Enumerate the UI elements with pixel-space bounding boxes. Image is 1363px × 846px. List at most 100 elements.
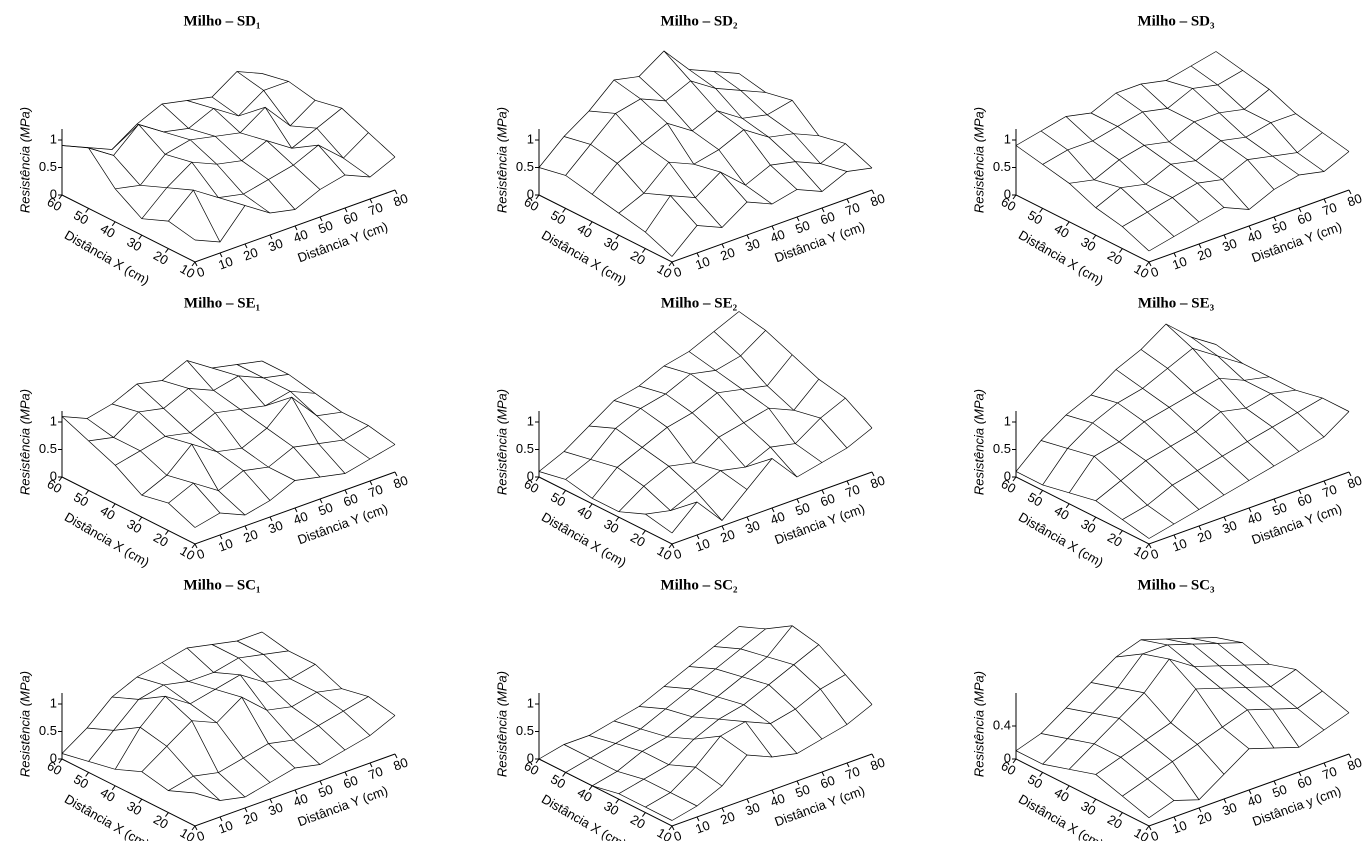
z-tick-label: 1 [527,413,534,428]
y-tick-label: 30 [1220,235,1239,254]
surface-row [168,133,368,222]
y-tick-label: 50 [316,781,335,800]
y-tick-label: 80 [391,190,410,209]
x-tick-label: 40 [1052,221,1072,241]
y-tick-label: 70 [843,763,862,782]
y-tick-label: 40 [291,508,310,527]
surface-column [137,677,270,783]
x-tick-label: 10 [655,261,675,281]
surface-row [1122,691,1322,796]
y-tick-label: 60 [341,208,360,227]
surface-column [664,366,797,477]
surface-column [112,696,245,797]
surface-row [142,397,342,495]
y-tick-label: 70 [843,481,862,500]
surface-row [592,100,792,194]
chart-title: Milho – SD₁ [183,13,260,29]
x-tick-label: 40 [98,785,118,805]
y-tick-label: 0 [195,264,207,281]
surface-column [262,361,395,445]
surface-row [592,626,792,786]
y-tick-label: 40 [291,226,310,245]
z-tick-label: 0.5 [39,159,57,174]
y-tick-label: 30 [1220,799,1239,818]
y-tick-label: 40 [1245,790,1264,809]
z-axis-label: Resistência (MPa) [494,107,509,213]
y-axis-label: Distância Y (cm) [295,219,389,266]
z-tick-label: 0.5 [993,159,1011,174]
y-tick-label: 30 [266,517,285,536]
surface-row [62,72,262,150]
surface-row [1069,377,1269,493]
surface-column [1066,117,1199,223]
surface-row [566,330,766,479]
surface-column [187,361,320,478]
y-tick-label: 0 [195,546,207,563]
y-tick-label: 70 [366,481,385,500]
y-tick-label: 20 [718,244,737,263]
surface-column [162,104,295,210]
z-tick-label: 0.5 [516,159,534,174]
y-tick-label: 40 [291,790,310,809]
surface-column [112,404,245,515]
y-axis-label: Distância Y (cm) [1249,219,1343,266]
y-tick-label: 80 [391,754,410,773]
y-tick-label: 60 [1295,772,1314,791]
y-tick-label: 0 [672,828,684,841]
z-axis-label: Resistência (MPa) [17,389,32,495]
surface-column [1091,113,1224,208]
z-tick-label: 1 [527,695,534,710]
y-tick-label: 0 [1149,546,1161,563]
surface-row [645,675,845,808]
z-axis-label: Resistência (MPa) [971,389,986,495]
y-tick-label: 80 [1345,190,1363,209]
surface-column [614,80,747,202]
surface-row [592,355,792,499]
y-tick-label: 20 [718,526,737,545]
chart-title: Milho – SE₃ [1138,295,1215,311]
surface-column [212,645,345,751]
y-tick-label: 50 [1270,781,1289,800]
chart-title: Milho – SC₃ [1137,577,1215,593]
y-tick-label: 70 [1320,199,1339,218]
surface-column [162,381,295,481]
surface-column [564,137,697,226]
x-tick-label: 60 [522,476,542,496]
x-tick-label: 10 [178,543,198,563]
surface-row [1096,390,1296,501]
z-tick-label: 0.5 [39,441,57,456]
surface-row [115,664,315,769]
surface-column [1216,345,1349,412]
y-tick-label: 0 [672,264,684,281]
y-tick-label: 20 [241,808,260,827]
x-tick-label: 50 [71,207,91,227]
y-tick-label: 70 [843,199,862,218]
z-tick-label: 1 [1004,131,1011,146]
surface-row [619,379,819,512]
chart-title: Milho – SD₂ [660,13,738,29]
y-tick-label: 20 [1195,526,1214,545]
z-tick-label: 0.5 [516,441,534,456]
y-tick-label: 30 [743,517,762,536]
y-tick-label: 30 [743,235,762,254]
x-tick-label: 60 [522,194,542,214]
surface-column [212,97,345,175]
surface-row [1016,638,1216,751]
y-axis-label: Distância y (cm) [1250,783,1343,829]
y-tick-label: 0 [672,546,684,563]
y-axis-label: Distância Y (cm) [772,501,866,548]
y-tick-label: 0 [1149,264,1161,281]
y-axis-label: Distância Y (cm) [295,783,389,830]
surface-row [142,108,342,219]
x-tick-label: 30 [601,798,621,818]
z-tick-label: 1 [527,131,534,146]
surface-column [1216,638,1349,713]
z-axis-label: Resistência (MPa) [971,107,986,213]
x-tick-label: 50 [1025,771,1045,791]
x-tick-label: 10 [1132,261,1152,281]
y-tick-label: 80 [868,472,887,491]
x-tick-label: 30 [1078,798,1098,818]
surface-column [1166,324,1299,452]
y-tick-label: 50 [793,499,812,518]
y-tick-label: 80 [1345,472,1363,491]
